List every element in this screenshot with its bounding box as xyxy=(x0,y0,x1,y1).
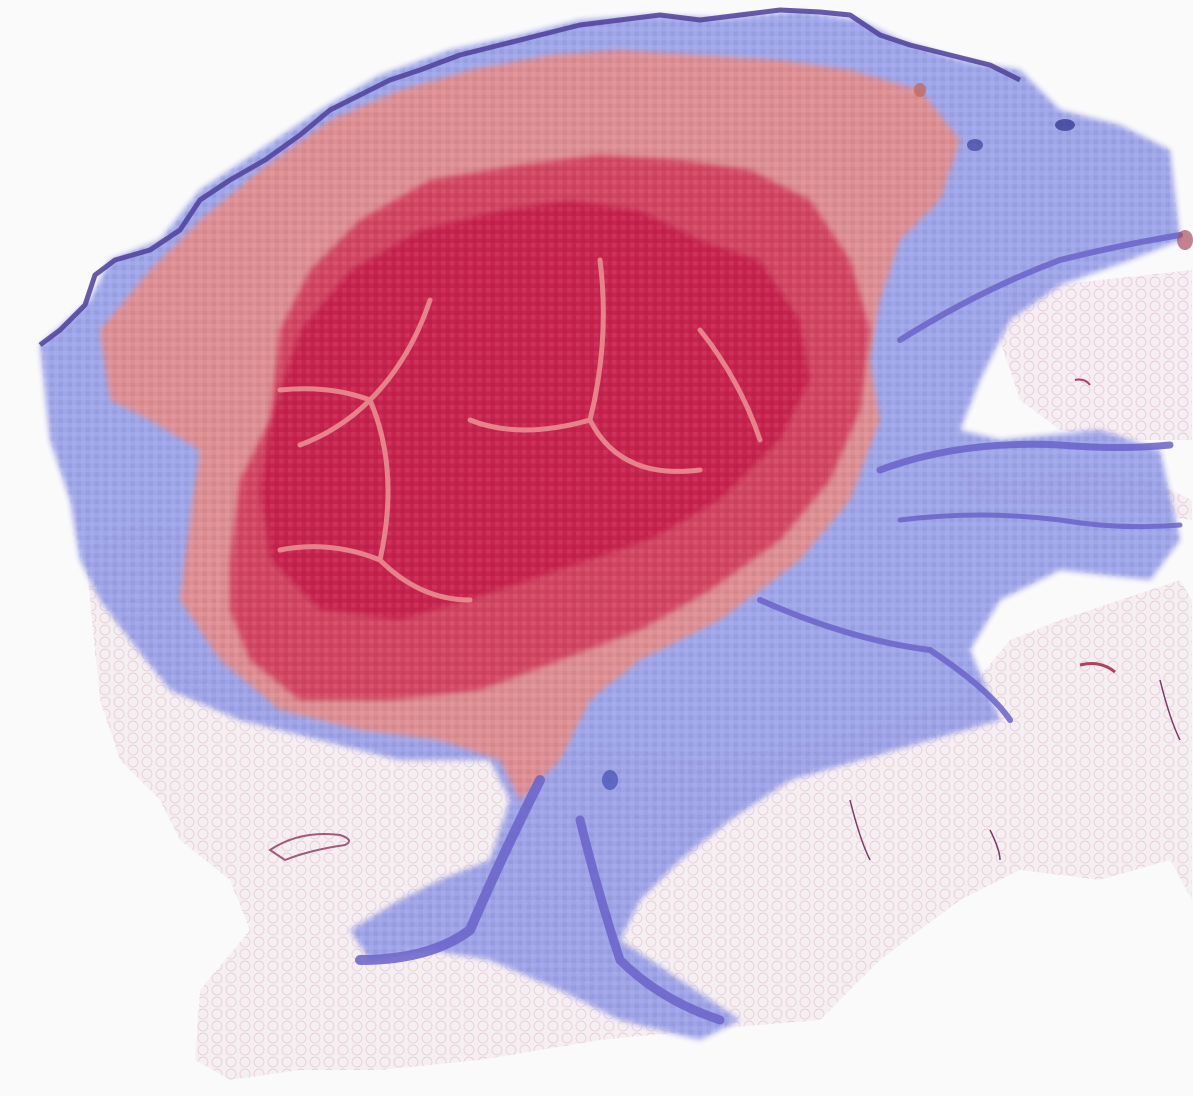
tissue-features xyxy=(268,83,1193,862)
tumor-septa xyxy=(277,257,763,603)
epidermis-edge xyxy=(38,7,1022,347)
stromal-strands xyxy=(355,232,1183,1025)
patch-grid-texture xyxy=(40,12,1180,1040)
